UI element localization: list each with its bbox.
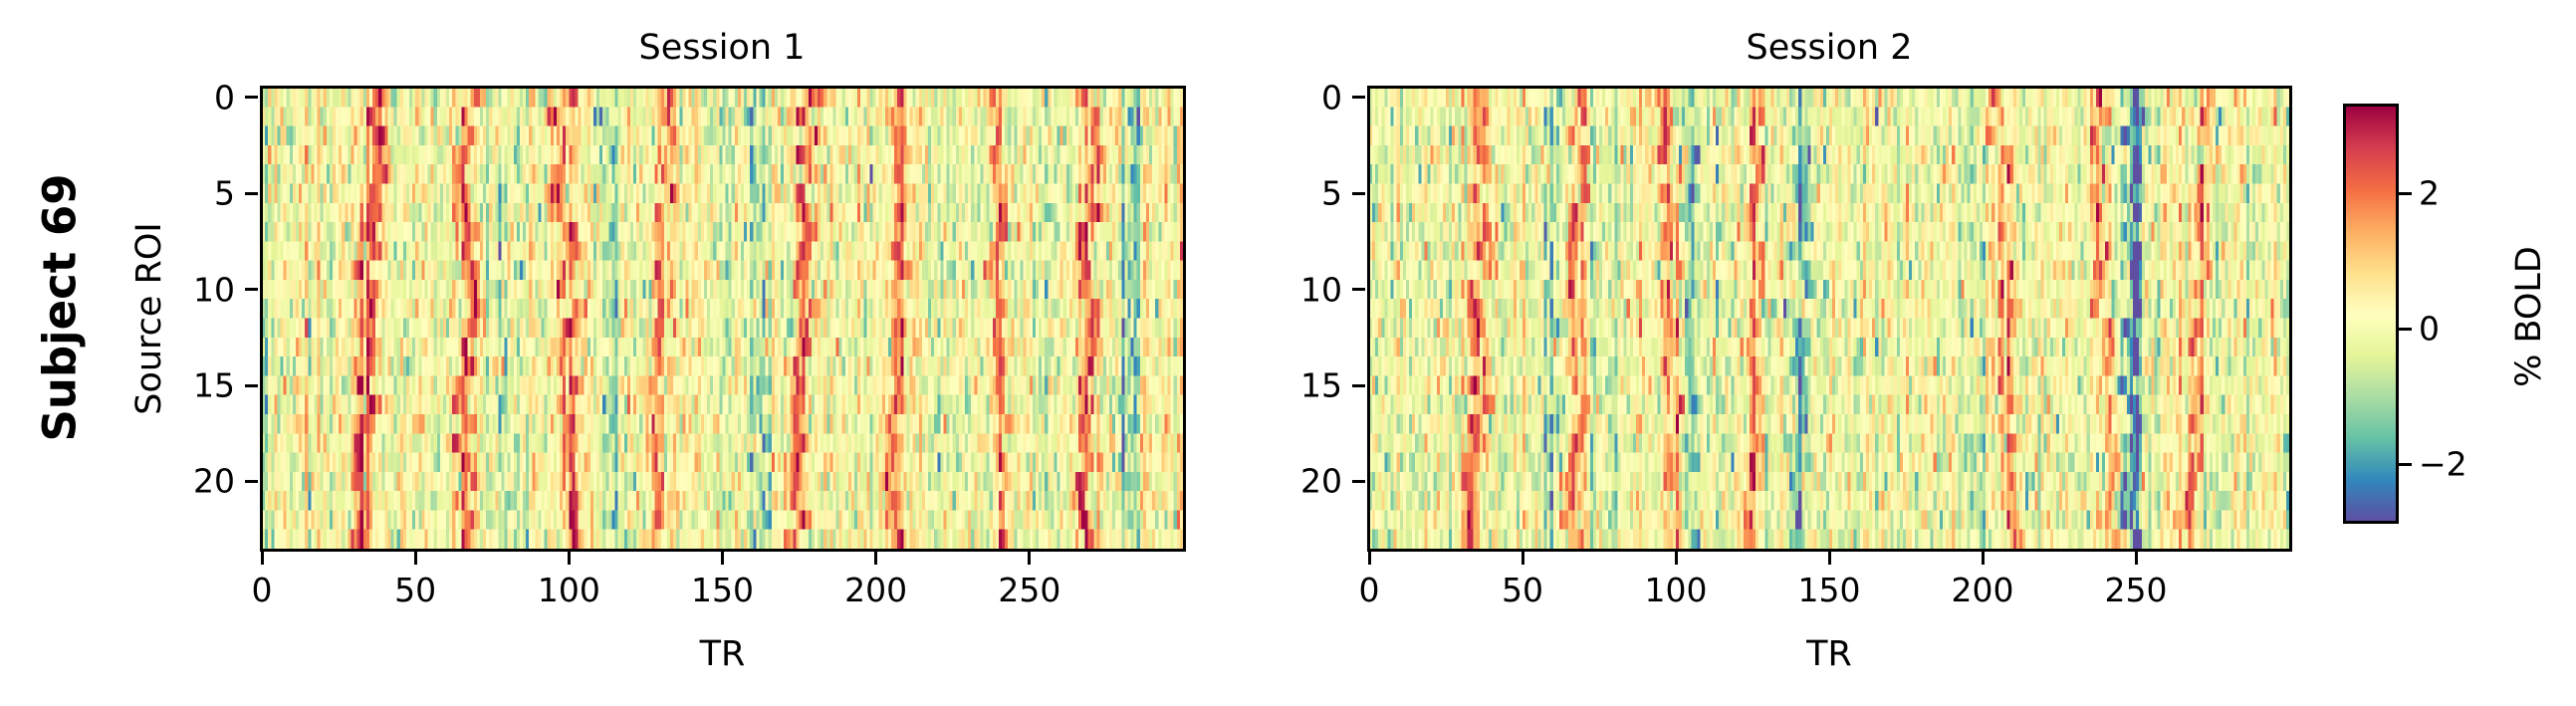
- x-tick-label: 150: [691, 571, 754, 609]
- colorbar-tick-label: 2: [2419, 173, 2440, 213]
- y-tick: [1352, 288, 1365, 292]
- x-tick-label: 200: [844, 571, 908, 609]
- x-tick: [1367, 552, 1371, 565]
- x-tick: [2134, 552, 2138, 565]
- x-tick: [1674, 552, 1678, 565]
- colorbar-tick: [2399, 462, 2412, 466]
- y-tick-label: 15: [193, 365, 235, 405]
- x-tick-label: 200: [1951, 571, 2014, 609]
- session-1-xlabel: TR: [699, 634, 746, 674]
- x-tick: [1521, 552, 1524, 565]
- subject-label: Subject 69: [33, 173, 87, 442]
- x-tick-label: 250: [998, 571, 1061, 609]
- y-tick-label: 20: [193, 461, 235, 501]
- y-tick: [245, 191, 258, 195]
- session-2-heatmap: [1369, 88, 2289, 549]
- x-tick: [1028, 552, 1032, 565]
- session-2-xlabel: TR: [1806, 634, 1852, 674]
- y-tick-label: 5: [1321, 173, 1342, 213]
- colorbar: [2345, 106, 2397, 522]
- x-tick: [721, 552, 724, 565]
- x-tick-label: 50: [394, 571, 437, 609]
- colorbar-tick-label: 0: [2419, 309, 2440, 349]
- y-tick: [245, 288, 258, 292]
- colorbar-label: % BOLD: [2509, 246, 2549, 387]
- y-tick-label: 20: [1300, 461, 1342, 501]
- x-tick: [874, 552, 878, 565]
- x-tick: [1827, 552, 1831, 565]
- y-tick-label: 0: [1321, 78, 1342, 118]
- y-tick: [245, 383, 258, 387]
- y-tick-label: 5: [214, 173, 235, 213]
- y-tick-label: 10: [1300, 270, 1342, 310]
- y-tick: [1352, 383, 1365, 387]
- y-tick: [1352, 191, 1365, 195]
- y-tick-label: 10: [193, 270, 235, 310]
- x-tick-label: 0: [1358, 571, 1380, 609]
- y-tick: [1352, 96, 1365, 100]
- y-tick-label: 15: [1300, 365, 1342, 405]
- x-tick-label: 150: [1797, 571, 1861, 609]
- colorbar-tick: [2399, 191, 2412, 195]
- y-tick-label: 0: [214, 78, 235, 118]
- x-tick-label: 100: [1644, 571, 1708, 609]
- x-tick-label: 100: [537, 571, 600, 609]
- session-1-title: Session 1: [638, 28, 806, 68]
- session-2-title: Session 2: [1746, 28, 1913, 68]
- session-1-ylabel: Source ROI: [129, 222, 169, 415]
- x-tick-label: 250: [2104, 571, 2168, 609]
- y-tick: [245, 96, 258, 100]
- colorbar-tick: [2399, 327, 2412, 331]
- x-tick: [567, 552, 571, 565]
- y-tick: [245, 479, 258, 483]
- x-tick-label: 0: [251, 571, 273, 609]
- y-tick: [1352, 479, 1365, 483]
- x-tick: [260, 552, 264, 565]
- x-tick: [1981, 552, 1985, 565]
- colorbar-tick-label: −2: [2419, 444, 2467, 484]
- x-tick-label: 50: [1502, 571, 1543, 609]
- x-tick: [413, 552, 417, 565]
- session-1-heatmap: [262, 88, 1183, 549]
